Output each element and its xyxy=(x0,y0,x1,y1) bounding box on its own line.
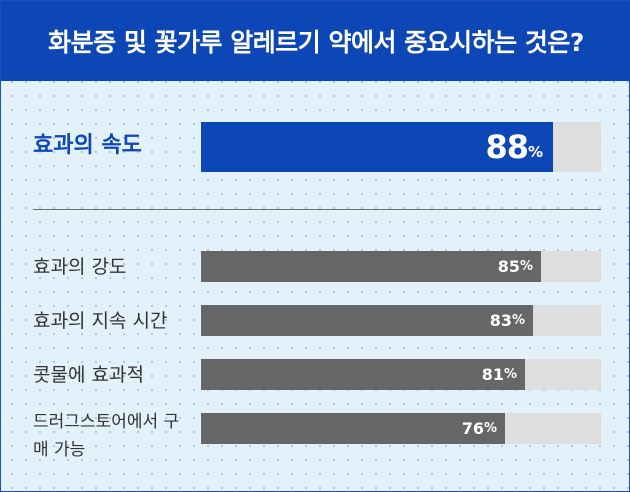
data-label-unit: % xyxy=(511,313,525,328)
data-label-value: 76 xyxy=(461,419,484,438)
data-label-unit: % xyxy=(503,367,517,382)
data-label: 81% xyxy=(201,359,517,390)
data-label-unit: % xyxy=(483,421,497,436)
bar-track: 81% xyxy=(201,359,601,390)
data-label-value: 83 xyxy=(489,311,512,330)
bar-track: 88% xyxy=(201,122,601,172)
data-label-value: 88 xyxy=(485,128,529,166)
data-label: 85% xyxy=(201,251,533,282)
category-label: 드러그스토어에서 구매 가능 xyxy=(33,412,180,460)
bar-track: 76% xyxy=(201,413,601,444)
header-banner: 화분증 및 꽃가루 알레르기 약에서 중요시하는 것은? xyxy=(1,1,630,81)
divider xyxy=(33,209,601,210)
bar xyxy=(201,251,541,282)
bar xyxy=(201,305,533,336)
data-label-unit: % xyxy=(519,259,533,274)
category-label: 콧물에 효과적 xyxy=(33,364,144,386)
data-label-value: 85 xyxy=(497,257,520,276)
bar-track: 83% xyxy=(201,305,601,336)
chart-title: 화분증 및 꽃가루 알레르기 약에서 중요시하는 것은? xyxy=(48,28,584,57)
data-label-unit: % xyxy=(527,143,543,161)
data-label: 76% xyxy=(201,413,497,444)
data-label: 83% xyxy=(201,305,525,336)
bar-track: 85% xyxy=(201,251,601,282)
bar xyxy=(201,122,553,172)
bar xyxy=(201,359,525,390)
bar xyxy=(201,413,505,444)
data-label: 88% xyxy=(201,122,543,172)
category-label: 효과의 지속 시간 xyxy=(33,310,168,332)
data-label-value: 81 xyxy=(481,365,504,384)
category-label: 효과의 강도 xyxy=(33,256,127,278)
category-label: 효과의 속도 xyxy=(33,133,142,158)
